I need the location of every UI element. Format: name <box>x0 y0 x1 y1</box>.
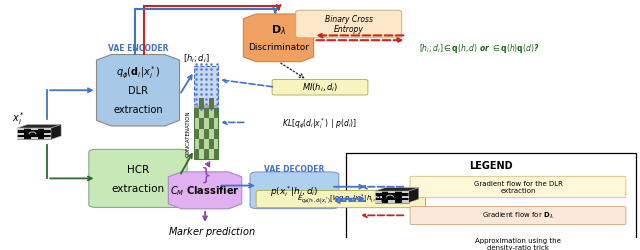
Polygon shape <box>375 191 408 203</box>
Text: $\mathit{C}_M$ Classifier: $\mathit{C}_M$ Classifier <box>170 184 240 198</box>
Text: $[h_i; d_i] \in \mathbf{q}(h, d)$ or $\in \mathbf{q}(h)\mathbf{q}(d)$?: $[h_i; d_i] \in \mathbf{q}(h, d)$ or $\i… <box>419 42 540 55</box>
Text: $q_\phi(\mathbf{d}_i|x_i^*)$: $q_\phi(\mathbf{d}_i|x_i^*)$ <box>116 64 161 80</box>
Text: VAE ENCODER: VAE ENCODER <box>108 44 168 53</box>
Polygon shape <box>194 109 199 119</box>
FancyBboxPatch shape <box>256 191 426 208</box>
Polygon shape <box>31 133 38 135</box>
Polygon shape <box>381 194 402 200</box>
FancyBboxPatch shape <box>250 172 339 209</box>
Text: $KL[q_\phi(d_i|x_i^*)\ |\ p(d_i)]$: $KL[q_\phi(d_i|x_i^*)\ |\ p(d_i)]$ <box>282 116 358 130</box>
Polygon shape <box>375 196 381 198</box>
Text: Approximation using the
density-ratio trick: Approximation using the density-ratio tr… <box>475 238 561 250</box>
Text: HCR: HCR <box>127 164 149 174</box>
Polygon shape <box>381 198 388 200</box>
Polygon shape <box>214 129 218 139</box>
FancyBboxPatch shape <box>194 108 218 160</box>
Polygon shape <box>375 200 381 203</box>
FancyBboxPatch shape <box>296 11 402 39</box>
Polygon shape <box>17 128 24 131</box>
Polygon shape <box>24 131 31 133</box>
Polygon shape <box>381 194 388 196</box>
Polygon shape <box>388 196 395 198</box>
Polygon shape <box>214 150 218 160</box>
Text: $x_i^*$: $x_i^*$ <box>12 110 24 127</box>
Polygon shape <box>44 138 51 140</box>
Text: LEGEND: LEGEND <box>469 161 513 170</box>
Polygon shape <box>17 138 24 140</box>
Text: Gradient flow for $\mathbf{D}_\lambda$: Gradient flow for $\mathbf{D}_\lambda$ <box>483 210 554 220</box>
Polygon shape <box>204 150 209 160</box>
Text: Discriminator: Discriminator <box>248 43 309 51</box>
Polygon shape <box>38 135 44 138</box>
Text: Binary Cross
Entropy: Binary Cross Entropy <box>324 15 372 34</box>
Polygon shape <box>24 131 44 138</box>
Polygon shape <box>209 98 214 109</box>
Polygon shape <box>402 196 408 198</box>
Polygon shape <box>243 15 314 62</box>
FancyBboxPatch shape <box>194 67 218 108</box>
Polygon shape <box>38 131 44 133</box>
Text: $E_{q_\phi(h_i,d_i|x_i^*)}[\log p_\theta(x_i^*|h_i, d_i)]$: $E_{q_\phi(h_i,d_i|x_i^*)}[\log p_\theta… <box>296 192 388 206</box>
Text: $MI(h_i, d_i)$: $MI(h_i, d_i)$ <box>302 82 338 94</box>
Polygon shape <box>388 191 395 194</box>
Text: $\mathbf{D}_\lambda$: $\mathbf{D}_\lambda$ <box>271 23 286 37</box>
Polygon shape <box>199 98 204 109</box>
Text: $\mathbf{\mathit{Marker\ prediction}}$: $\mathbf{\mathit{Marker\ prediction}}$ <box>168 224 255 238</box>
Text: $p(x_i^*|h_i, d_i)$: $p(x_i^*|h_i, d_i)$ <box>270 183 319 198</box>
Text: extraction: extraction <box>113 105 163 115</box>
Polygon shape <box>408 188 419 203</box>
Polygon shape <box>44 133 51 135</box>
Polygon shape <box>17 125 61 128</box>
Polygon shape <box>17 133 24 135</box>
Polygon shape <box>51 125 61 140</box>
Polygon shape <box>375 188 419 191</box>
Polygon shape <box>402 200 408 203</box>
Polygon shape <box>194 129 199 139</box>
Polygon shape <box>31 138 38 140</box>
Polygon shape <box>388 200 395 203</box>
Polygon shape <box>168 172 242 209</box>
Polygon shape <box>17 128 51 140</box>
Polygon shape <box>395 198 402 200</box>
Text: $[h_i; d_i]$: $[h_i; d_i]$ <box>184 52 210 65</box>
Polygon shape <box>97 55 179 127</box>
Polygon shape <box>375 191 381 194</box>
Polygon shape <box>214 109 218 119</box>
FancyBboxPatch shape <box>410 176 626 198</box>
FancyBboxPatch shape <box>272 80 368 96</box>
Polygon shape <box>194 106 218 109</box>
Polygon shape <box>31 128 38 131</box>
Text: Gradient flow for the DLR
extraction: Gradient flow for the DLR extraction <box>474 180 563 194</box>
Polygon shape <box>194 150 199 160</box>
Polygon shape <box>24 135 31 138</box>
Text: CONCATENATION: CONCATENATION <box>186 110 190 157</box>
FancyBboxPatch shape <box>346 154 636 250</box>
Text: VAE DECODER: VAE DECODER <box>264 164 324 173</box>
Polygon shape <box>199 119 204 129</box>
Text: }: } <box>201 166 212 184</box>
Polygon shape <box>395 194 402 196</box>
Polygon shape <box>199 139 204 149</box>
Polygon shape <box>204 109 209 119</box>
Polygon shape <box>44 128 51 131</box>
Text: DLR: DLR <box>128 86 148 96</box>
Polygon shape <box>209 139 214 149</box>
Polygon shape <box>402 191 408 194</box>
FancyBboxPatch shape <box>410 207 626 225</box>
Polygon shape <box>204 129 209 139</box>
FancyBboxPatch shape <box>89 150 187 208</box>
Text: extraction: extraction <box>111 183 164 193</box>
Polygon shape <box>209 119 214 129</box>
